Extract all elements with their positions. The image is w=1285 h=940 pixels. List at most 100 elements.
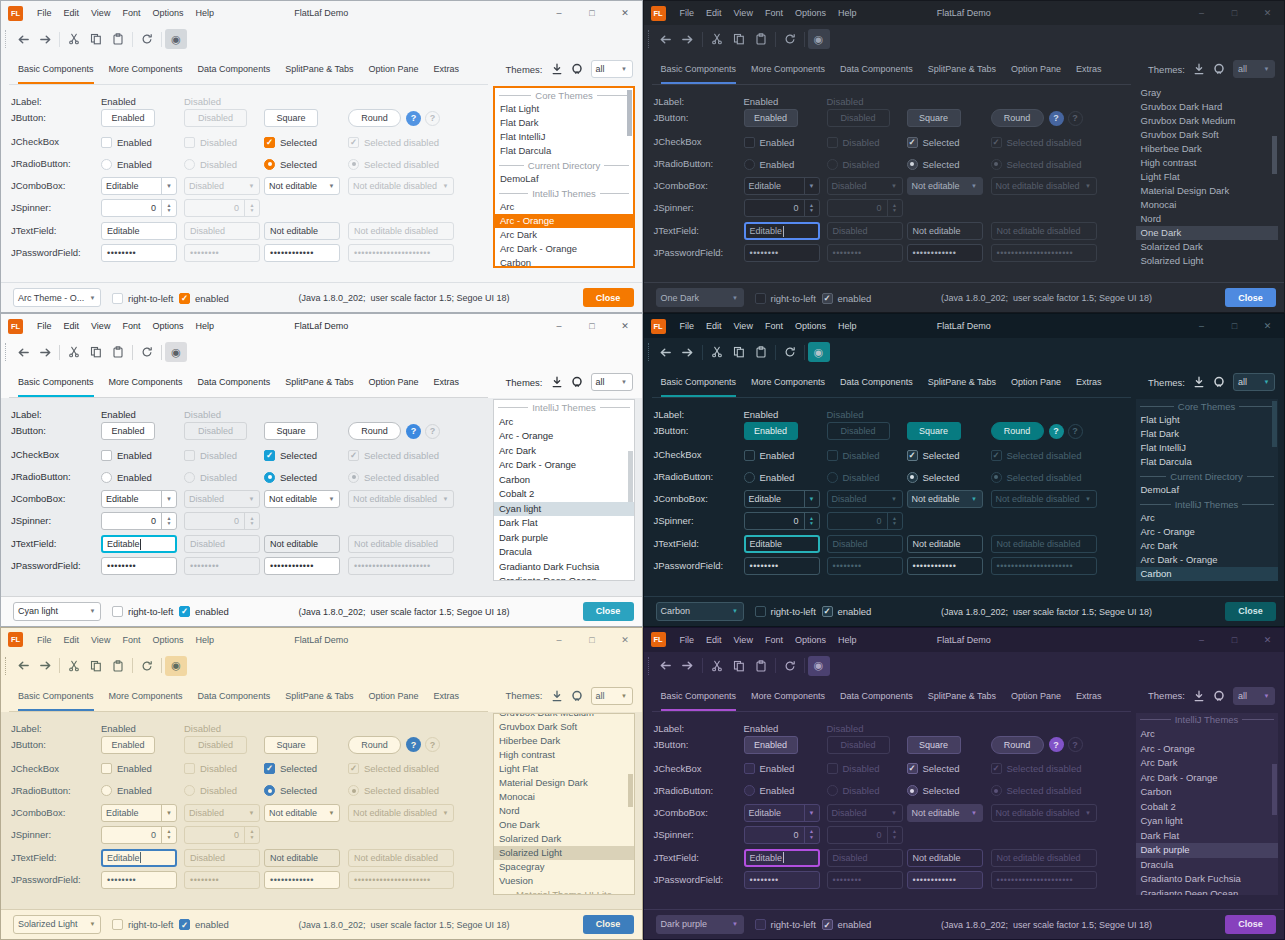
help-button[interactable]: ? <box>406 737 421 752</box>
forward-icon[interactable] <box>677 29 699 49</box>
enabled-checkbox[interactable]: ✓enabled <box>179 283 229 313</box>
password-field[interactable]: •••••••• <box>744 871 820 889</box>
menu-font[interactable]: Font <box>759 1 789 25</box>
disabled-button[interactable]: Disabled <box>827 736 890 754</box>
tab-splitpane-tabs[interactable]: SplitPane & Tabs <box>285 53 353 85</box>
round-button[interactable]: Round <box>348 736 401 754</box>
theme-list-item[interactable]: Carbon <box>494 473 634 488</box>
combobox[interactable]: Not editable▼ <box>907 177 983 195</box>
copy-icon[interactable] <box>728 656 750 676</box>
theme-list-item[interactable]: Arc - Orange <box>1136 525 1278 539</box>
theme-list-item[interactable]: Arc - Orange <box>1136 742 1278 757</box>
password-field[interactable]: •••••••••••• <box>264 871 340 889</box>
theme-list-item[interactable]: Flat Dark <box>1136 427 1278 441</box>
tab-data-components[interactable]: Data Components <box>198 366 271 398</box>
combobox[interactable]: Editable▼ <box>101 804 177 822</box>
theme-list-item[interactable]: Arc <box>1136 727 1278 742</box>
theme-list-item[interactable]: Nord <box>494 804 634 818</box>
textfield[interactable]: Disabled <box>827 849 903 867</box>
theme-list-item[interactable]: Flat IntelliJ <box>1136 441 1278 455</box>
theme-list-item[interactable]: High contrast <box>494 748 634 762</box>
scrollbar-thumb[interactable] <box>627 90 632 136</box>
password-field[interactable]: •••••••• <box>101 244 177 262</box>
spinner-arrows[interactable]: ▲▼ <box>161 200 176 216</box>
show-hover-effects-icon[interactable]: ◉ <box>808 29 830 49</box>
password-field[interactable]: •••••••• <box>744 244 820 262</box>
theme-list-item[interactable]: Arc Dark - Orange <box>1136 771 1278 786</box>
theme-list-item[interactable]: Flat Light <box>1136 413 1278 427</box>
theme-list-item[interactable]: Gray <box>1136 86 1278 100</box>
menu-options[interactable]: Options <box>146 314 189 338</box>
theme-list-item[interactable]: Monocai <box>494 790 634 804</box>
theme-list-item[interactable]: Arc <box>494 415 634 430</box>
github-icon[interactable] <box>1213 63 1225 75</box>
combobox[interactable]: Not editable disabled▼ <box>348 490 454 508</box>
theme-list-item[interactable]: Light Flat <box>494 762 634 776</box>
password-field[interactable]: ••••••••••••••••••••• <box>348 871 454 889</box>
theme-filter-combo[interactable]: all▼ <box>1233 687 1275 705</box>
help-button[interactable]: ? <box>425 111 440 126</box>
combobox[interactable]: Editable▼ <box>744 177 820 195</box>
textfield[interactable]: Not editable disabled <box>348 222 454 240</box>
theme-list-item[interactable]: Dark purple <box>1136 843 1278 858</box>
textfield[interactable]: Not editable disabled <box>991 535 1097 553</box>
menu-options[interactable]: Options <box>789 314 832 338</box>
textfield[interactable]: Not editable disabled <box>991 849 1097 867</box>
spinner-arrows[interactable]: ▲▼ <box>804 200 819 216</box>
menu-file[interactable]: File <box>674 314 701 338</box>
tab-splitpane-tabs[interactable]: SplitPane & Tabs <box>928 680 996 712</box>
tab-extras[interactable]: Extras <box>1076 366 1102 398</box>
minimize-button[interactable]: – <box>1185 628 1218 652</box>
menu-view[interactable]: View <box>85 314 116 338</box>
spinner-arrows[interactable]: ▲▼ <box>161 827 176 843</box>
password-field[interactable]: •••••••••••• <box>907 871 983 889</box>
maximize-button[interactable]: □ <box>576 628 609 652</box>
minimize-button[interactable]: – <box>543 628 576 652</box>
copy-icon[interactable] <box>728 29 750 49</box>
close-window-button[interactable]: ✕ <box>609 1 642 25</box>
spinner-arrows[interactable]: ▲▼ <box>244 827 259 843</box>
paste-icon[interactable] <box>107 342 129 362</box>
menu-edit[interactable]: Edit <box>58 1 86 25</box>
spinner[interactable]: 0▲▼ <box>744 826 820 844</box>
menu-file[interactable]: File <box>674 628 701 652</box>
help-button[interactable]: ? <box>425 424 440 439</box>
help-button[interactable]: ? <box>1068 424 1083 439</box>
password-field[interactable]: •••••••• <box>184 244 260 262</box>
tab-data-components[interactable]: Data Components <box>198 53 271 85</box>
combobox[interactable]: Disabled▼ <box>184 804 260 822</box>
checkbox-selected-disabled[interactable]: ✓Selected disabled <box>348 448 498 462</box>
theme-list-item[interactable]: Cyan light <box>1136 814 1278 829</box>
theme-list-item[interactable]: Flat Dark <box>495 116 633 130</box>
download-icon[interactable] <box>1193 376 1205 388</box>
textfield[interactable]: Not editable disabled <box>348 535 454 553</box>
textfield[interactable]: Editable <box>101 849 177 867</box>
enabled-checkbox[interactable]: ✓enabled <box>822 283 872 313</box>
theme-list-item[interactable]: Flat IntelliJ <box>495 130 633 144</box>
refresh-icon[interactable] <box>136 29 158 49</box>
minimize-button[interactable]: – <box>543 1 576 25</box>
round-button[interactable]: Round <box>991 109 1044 127</box>
square-button[interactable]: Square <box>907 736 961 754</box>
square-button[interactable]: Square <box>264 422 318 440</box>
spinner[interactable]: 0▲▼ <box>827 199 903 217</box>
tab-more-components[interactable]: More Components <box>109 53 183 85</box>
back-icon[interactable] <box>12 656 34 676</box>
theme-list-item[interactable]: Gradianto Deep Ocean <box>494 574 634 581</box>
scrollbar-thumb[interactable] <box>628 774 633 807</box>
download-icon[interactable] <box>1193 63 1205 75</box>
theme-list-item[interactable]: Dracula <box>494 545 634 560</box>
radio-selected-disabled[interactable]: Selected disabled <box>991 470 1141 484</box>
help-button[interactable]: ? <box>406 424 421 439</box>
theme-list-item[interactable]: Material Design Dark <box>1136 184 1278 198</box>
combobox[interactable]: Disabled▼ <box>184 177 260 195</box>
square-button[interactable]: Square <box>907 109 961 127</box>
textfield[interactable]: Not editable <box>264 535 340 553</box>
spinner-arrows[interactable]: ▲▼ <box>887 513 902 529</box>
theme-list-item[interactable]: Arc <box>1136 511 1278 525</box>
theme-list-item[interactable]: Arc Dark <box>495 228 633 242</box>
right-to-left-checkbox[interactable]: right-to-left <box>755 597 816 627</box>
right-to-left-checkbox[interactable]: right-to-left <box>112 283 173 313</box>
tab-extras[interactable]: Extras <box>434 680 460 712</box>
tab-basic-components[interactable]: Basic Components <box>18 680 94 712</box>
